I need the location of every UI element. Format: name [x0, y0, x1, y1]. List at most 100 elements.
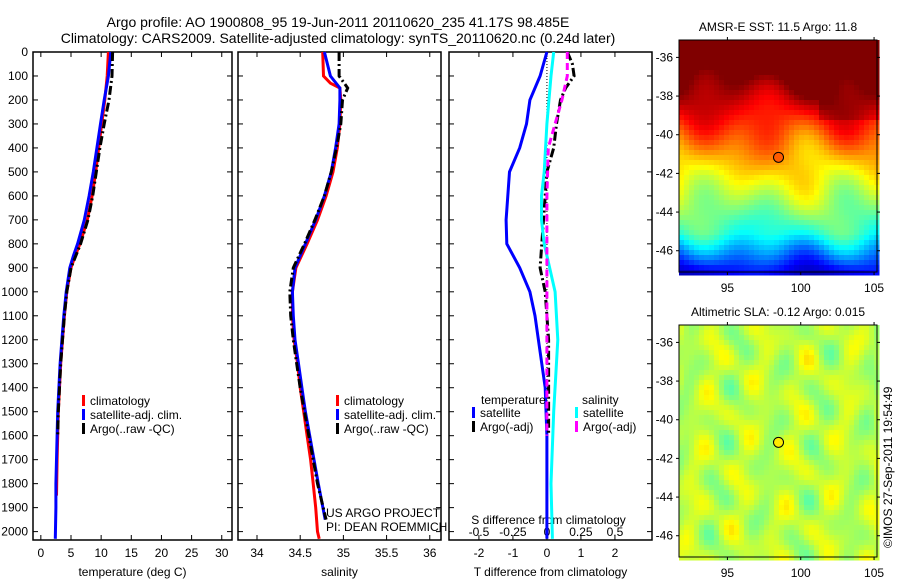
heatmap-cell	[784, 525, 790, 531]
heatmap-cell	[804, 360, 810, 366]
heatmap-cell	[709, 410, 715, 416]
heatmap-cell	[739, 440, 745, 446]
heatmap-cell	[829, 505, 835, 511]
heatmap-cell	[739, 525, 745, 531]
heatmap-cell	[784, 200, 790, 206]
heatmap-cell	[694, 120, 700, 126]
heatmap-cell	[824, 75, 830, 81]
heatmap-cell	[814, 480, 820, 486]
heatmap-cell	[834, 405, 840, 411]
heatmap-cell	[724, 345, 730, 351]
heatmap-cell	[779, 230, 785, 236]
heatmap-cell	[799, 115, 805, 121]
heatmap-cell	[839, 430, 845, 436]
heatmap-cell	[689, 485, 695, 491]
heatmap-cell	[824, 445, 830, 451]
heatmap-cell	[729, 60, 735, 66]
heatmap-cell	[819, 370, 825, 376]
heatmap-cell	[814, 325, 820, 331]
heatmap-cell	[799, 425, 805, 431]
heatmap-cell	[744, 110, 750, 116]
heatmap-cell	[809, 180, 815, 186]
heatmap-cell	[714, 375, 720, 381]
heatmap-cell	[749, 350, 755, 356]
heatmap-cell	[734, 355, 740, 361]
heatmap-cell	[804, 355, 810, 361]
heatmap-cell	[719, 190, 725, 196]
heatmap-cell	[819, 270, 825, 276]
heatmap-cell	[724, 250, 730, 256]
heatmap-cell	[684, 150, 690, 156]
heatmap-cell	[764, 470, 770, 476]
heatmap-cell	[709, 390, 715, 396]
heatmap-cell	[744, 65, 750, 71]
heatmap-cell	[784, 240, 790, 246]
heatmap-cell	[854, 185, 860, 191]
heatmap-cell	[714, 335, 720, 341]
heatmap-cell	[744, 185, 750, 191]
heatmap-cell	[789, 510, 795, 516]
heatmap-cell	[844, 160, 850, 166]
heatmap-cell	[814, 140, 820, 146]
heatmap-cell	[804, 160, 810, 166]
heatmap-cell	[704, 425, 710, 431]
heatmap-cell	[839, 70, 845, 76]
heatmap-cell	[844, 480, 850, 486]
heatmap-cell	[834, 520, 840, 526]
heatmap-cell	[739, 325, 745, 331]
heatmap-cell	[834, 260, 840, 266]
heatmap-cell	[729, 230, 735, 236]
heatmap-cell	[804, 130, 810, 136]
heatmap-cell	[804, 425, 810, 431]
argo-location-marker	[773, 151, 785, 163]
heatmap-cell	[684, 490, 690, 496]
heatmap-cell	[869, 200, 875, 206]
heatmap-cell	[819, 70, 825, 76]
heatmap-cell	[759, 215, 765, 221]
heatmap-cell	[829, 420, 835, 426]
heatmap-cell	[859, 190, 865, 196]
heatmap-cell	[699, 485, 705, 491]
heatmap-cell	[679, 190, 685, 196]
heatmap-cell	[704, 485, 710, 491]
heatmap-cell	[844, 380, 850, 386]
heatmap-cell	[854, 50, 860, 56]
heatmap-cell	[699, 100, 705, 106]
heatmap-cell	[864, 530, 870, 536]
heatmap-cell	[744, 350, 750, 356]
heatmap-cell	[694, 515, 700, 521]
heatmap-cell	[729, 90, 735, 96]
heatmap-cell	[829, 110, 835, 116]
heatmap-cell	[724, 45, 730, 51]
heatmap-cell	[769, 425, 775, 431]
heatmap-cell	[699, 475, 705, 481]
heatmap-cell	[704, 445, 710, 451]
heatmap-cell	[824, 550, 830, 556]
heatmap-cell	[744, 375, 750, 381]
heatmap-cell	[809, 45, 815, 51]
heatmap-cell	[869, 435, 875, 441]
heatmap-cell	[764, 235, 770, 241]
heatmap-cell	[864, 515, 870, 521]
heatmap-cell	[784, 185, 790, 191]
heatmap-cell	[854, 190, 860, 196]
heatmap-cell	[694, 200, 700, 206]
heatmap-cell	[734, 150, 740, 156]
heatmap-cell	[854, 100, 860, 106]
heatmap-cell	[794, 465, 800, 471]
heatmap-cell	[699, 55, 705, 61]
heatmap-cell	[844, 545, 850, 551]
heatmap-cell	[789, 100, 795, 106]
heatmap-cell	[804, 60, 810, 66]
heatmap-cell	[869, 170, 875, 176]
heatmap-cell	[839, 405, 845, 411]
heatmap-cell	[864, 235, 870, 241]
heatmap-cell	[784, 520, 790, 526]
heatmap-cell	[734, 345, 740, 351]
heatmap-cell	[749, 435, 755, 441]
heatmap-cell	[844, 200, 850, 206]
heatmap-cell	[689, 75, 695, 81]
heatmap-cell	[844, 335, 850, 341]
heatmap-cell	[774, 455, 780, 461]
heatmap-cell	[724, 65, 730, 71]
